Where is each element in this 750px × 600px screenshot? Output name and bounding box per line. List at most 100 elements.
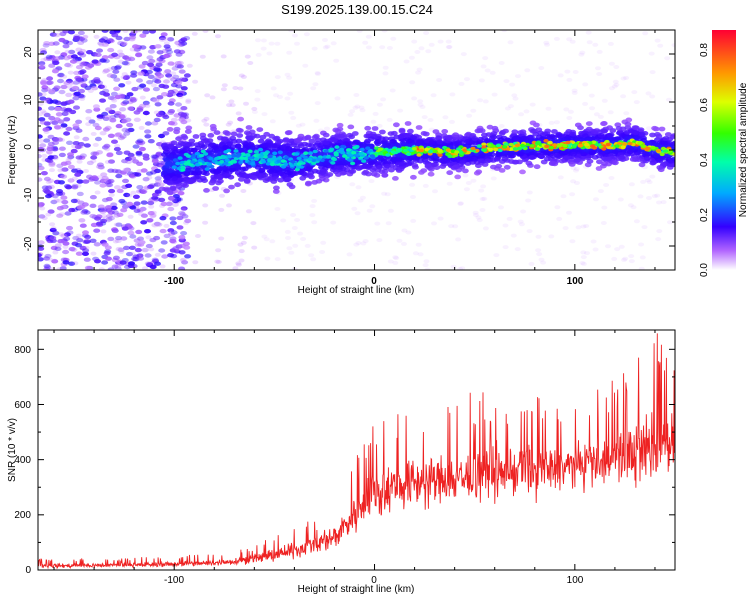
heatmap-cell [418,46,425,51]
heatmap-cell [167,206,175,212]
heatmap-cell [454,150,460,154]
heatmap-cell [314,71,321,76]
heatmap-cell [222,130,230,135]
heatmap-cell [300,237,307,241]
heatmap-cell [54,50,61,55]
heatmap-cell [600,221,607,225]
heatmap-cell [655,237,662,242]
heatmap-cell [436,139,444,145]
heatmap-cell [220,87,227,92]
heatmap-cell [520,209,527,214]
heatmap-cell [645,178,651,183]
heatmap-cell [71,85,79,91]
heatmap-cell [238,177,245,182]
heatmap-cell [127,106,135,111]
heatmap-cell [114,65,122,71]
heatmap-cell [178,266,186,270]
heatmap-cell [144,261,152,266]
heatmap-cell [52,230,59,235]
heatmap-cell [49,235,57,241]
heatmap-cell [238,160,244,165]
heatmap-cell [45,54,53,60]
heatmap-cell [422,263,429,268]
heatmap-cell [66,156,73,161]
heatmap-cell [580,224,587,229]
heatmap-cell [79,153,87,158]
heatmap-cell [291,33,298,38]
heatmap-cell [452,164,460,170]
heatmap-cell [393,256,400,261]
heatmap-cell [338,147,345,152]
heatmap-cell [93,242,101,247]
heatmap-cell [649,70,656,75]
heatmap-cell [608,86,615,91]
heatmap-cell [250,162,256,166]
heatmap-cell [649,132,656,138]
heatmap-cell [477,136,484,142]
heatmap-cell [114,132,122,138]
heatmap-cell [566,77,573,82]
heatmap-cell [139,45,147,50]
heatmap-cell [140,220,148,225]
heatmap-cell [89,238,97,243]
heatmap-cell [123,150,131,155]
heatmap-cell [60,101,68,106]
heatmap-cell [115,222,123,227]
heatmap-cell [452,224,459,229]
heatmap-cell [76,233,82,238]
heatmap-cell [104,218,111,223]
heatmap-cell [671,156,675,162]
heatmap-cell [162,114,170,120]
heatmap-cell [197,159,203,163]
heatmap-cell [158,35,166,41]
heatmap-cell [176,197,184,202]
top-xtick-0: 0 [371,276,377,287]
heatmap-cell [244,54,251,59]
heatmap-cell [62,44,70,49]
heatmap-cell [265,162,271,166]
heatmap-cell [81,74,89,79]
heatmap-cell [146,175,153,180]
heatmap-cell [167,37,175,42]
heatmap-cell [78,218,86,223]
heatmap-cell [590,129,598,135]
heatmap-cell [72,58,79,63]
heatmap-cell [41,157,48,162]
heatmap-cell [276,138,284,144]
heatmap-cell [572,70,579,74]
heatmap-cell [38,177,43,182]
heatmap-cell [64,160,72,166]
heatmap-cell [192,260,199,265]
heatmap-cell [605,142,611,147]
heatmap-cell [100,229,107,234]
heatmap-cell [147,211,155,216]
heatmap-cell [622,256,629,261]
heatmap-cell [96,116,103,121]
heatmap-cell [463,187,470,192]
heatmap-cell [284,177,292,182]
heatmap-cell [166,180,174,186]
heatmap-cell [208,180,216,186]
heatmap-cell [397,108,404,113]
heatmap-cell [100,172,108,177]
heatmap-cell [274,41,281,46]
heatmap-cell [553,153,561,158]
heatmap-cell [100,213,107,218]
heatmap-cell [180,257,187,262]
heatmap-cell [284,96,291,101]
heatmap-cell [628,254,635,259]
heatmap-cell [261,234,268,239]
heatmap-cell [43,176,51,182]
heatmap-cell [45,180,52,185]
heatmap-cell [212,186,220,191]
heatmap-cell [174,197,182,202]
heatmap-cell [154,44,162,49]
heatmap-cell [637,194,644,199]
heatmap-cell [146,171,153,176]
heatmap-cell [491,92,498,97]
heatmap-cell [178,250,186,255]
heatmap-cell [113,146,121,152]
heatmap-cell [349,182,356,187]
heatmap-cell [427,118,434,122]
heatmap-cell [141,186,149,191]
